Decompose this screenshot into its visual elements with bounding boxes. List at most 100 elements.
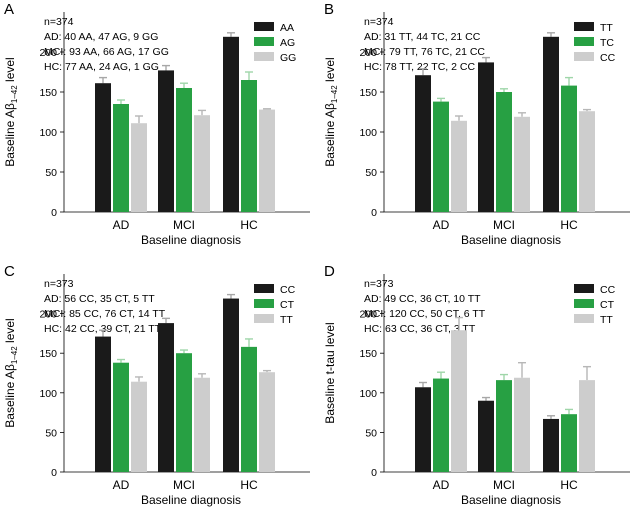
y-tick-label: 50 [365, 167, 377, 179]
legend-swatch [574, 52, 594, 61]
y-tick-label: 100 [39, 127, 57, 139]
group-counts-line: HC: 42 CC, 39 CT, 21 TT [44, 323, 162, 335]
y-tick-label: 0 [371, 467, 377, 479]
bar [241, 80, 257, 212]
y-tick-label: 150 [39, 87, 57, 99]
bar [433, 378, 449, 472]
y-tick-label: 0 [51, 467, 57, 479]
y-tick-label: 0 [371, 207, 377, 219]
legend-swatch [254, 284, 274, 293]
y-tick-label: 200 [359, 47, 377, 59]
bar [496, 92, 512, 212]
x-category-label: HC [560, 218, 578, 232]
legend-swatch [254, 299, 274, 308]
legend-swatch [254, 37, 274, 46]
group-counts-line: AD: 31 TT, 44 TC, 21 CC [364, 31, 481, 43]
y-tick-label: 50 [365, 427, 377, 439]
y-tick-label: 50 [45, 167, 57, 179]
panel-letter: C [4, 263, 15, 280]
legend-swatch [574, 37, 594, 46]
x-axis-label: Baseline diagnosis [461, 493, 561, 507]
y-tick-label: 150 [359, 348, 377, 360]
legend-label: TT [280, 314, 293, 326]
bar [451, 330, 467, 472]
panel-letter: D [324, 263, 335, 280]
n-label: n=374 [364, 16, 394, 28]
y-tick-label: 200 [39, 47, 57, 59]
bar [259, 372, 275, 472]
y-axis-label: Baseline Aβ1–42 level [3, 318, 19, 427]
legend-label: AA [280, 22, 294, 34]
x-axis-label: Baseline diagnosis [141, 493, 241, 507]
x-category-label: HC [240, 218, 258, 232]
bar [176, 353, 192, 472]
legend-swatch [254, 52, 274, 61]
group-counts-line: AD: 49 CC, 36 CT, 10 TT [364, 293, 481, 305]
legend-label: CC [600, 52, 616, 64]
panel-letter: A [4, 1, 14, 18]
chart-panel-a: A 0 50 100 150 200 Baseline Aβ1–42 level Baseli… [3, 1, 310, 247]
bar [95, 336, 111, 472]
bar [415, 75, 431, 212]
x-category-label: AD [113, 218, 130, 232]
bar [176, 88, 192, 212]
legend-swatch [574, 299, 594, 308]
x-axis-label: Baseline diagnosis [141, 233, 241, 247]
bar [514, 377, 530, 472]
x-category-label: HC [240, 478, 258, 492]
legend-swatch [254, 22, 274, 31]
bar [478, 400, 494, 472]
legend-swatch [574, 284, 594, 293]
group-counts-line: HC: 77 AA, 24 AG, 1 GG [44, 61, 159, 73]
legend-swatch [574, 22, 594, 31]
bar [514, 116, 530, 212]
legend-label: TT [600, 314, 613, 326]
bar [158, 70, 174, 213]
x-category-label: MCI [493, 478, 515, 492]
y-tick-label: 200 [39, 309, 57, 321]
group-counts-line: HC: 63 CC, 36 CT, 3 TT [364, 323, 476, 335]
bar [433, 101, 449, 212]
bar [158, 323, 174, 472]
x-category-label: AD [113, 478, 130, 492]
x-category-label: MCI [173, 218, 195, 232]
bar [194, 377, 210, 472]
group-counts-line: MCI: 120 CC, 50 CT, 6 TT [364, 308, 486, 320]
legend-label: CC [280, 284, 296, 296]
n-label: n=374 [44, 16, 74, 28]
x-category-label: AD [433, 218, 450, 232]
legend-label: TC [600, 37, 614, 49]
y-tick-label: 50 [45, 427, 57, 439]
legend-label: TT [600, 22, 613, 34]
group-counts-line: HC: 78 TT, 22 TC, 2 CC [364, 61, 475, 73]
legend-label: GG [280, 52, 296, 64]
bar [113, 104, 129, 212]
y-tick-label: 0 [51, 207, 57, 219]
y-axis-label: Baseline t-tau level [323, 322, 337, 423]
chart-panel-d: D 0 50 100 150 200 Baseline t-tau level Baselin… [323, 263, 630, 507]
bar [543, 36, 559, 212]
group-counts-line: AD: 40 AA, 47 AG, 9 GG [44, 31, 158, 43]
y-tick-label: 100 [359, 127, 377, 139]
chart-panel-b: B 0 50 100 150 200 Baseline Aβ1–42 level Baseli… [323, 1, 630, 247]
bar [579, 380, 595, 472]
group-counts-line: MCI: 85 CC, 76 CT, 14 TT [44, 308, 166, 320]
x-category-label: MCI [173, 478, 195, 492]
bar [95, 83, 111, 212]
group-counts-line: MCI: 79 TT, 76 TC, 21 CC [364, 46, 485, 58]
bar [415, 387, 431, 472]
x-category-label: MCI [493, 218, 515, 232]
bar [259, 109, 275, 212]
y-tick-label: 200 [359, 309, 377, 321]
legend-swatch [254, 314, 274, 323]
y-tick-label: 150 [359, 87, 377, 99]
bar [451, 120, 467, 212]
bar [579, 111, 595, 212]
y-tick-label: 100 [359, 388, 377, 400]
legend-label: AG [280, 37, 295, 49]
group-counts-line: AD: 56 CC, 35 CT, 5 TT [44, 293, 155, 305]
n-label: n=373 [364, 278, 394, 290]
bar [113, 362, 129, 472]
x-category-label: HC [560, 478, 578, 492]
